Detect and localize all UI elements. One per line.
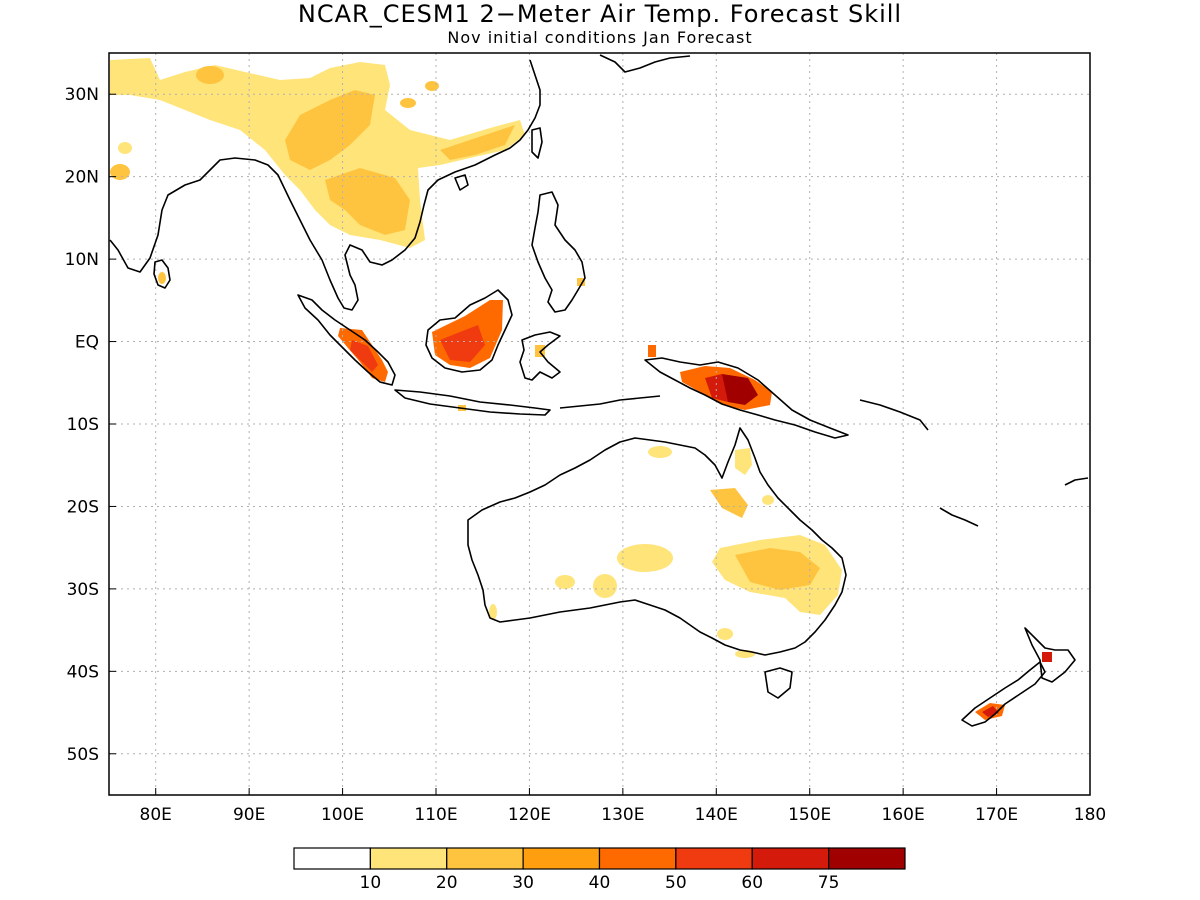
coastline-sulawesi [519,331,561,381]
skill-spot [762,495,774,505]
lat-tick-label: 30S [67,580,99,600]
colorbar-label: 60 [741,873,763,893]
colorbar-label: 75 [818,873,840,893]
coastline-sri-lanka [153,259,171,289]
coastline-lesser-sunda [559,395,661,409]
coastline-hainan [454,174,469,191]
colorbar-swatch [828,847,906,870]
skill-spot [110,164,130,180]
colorbar-swatch [598,847,677,870]
coastline-java [394,389,551,416]
colorbar-label: 20 [436,873,458,893]
skill-spot [555,575,575,589]
coastline-sumatra [297,294,396,386]
coastline-tasmania [764,667,793,699]
lon-tick-label: 80E [140,805,172,825]
skill-region-borneo-core [440,325,485,362]
coastline-asia [109,59,541,311]
coastline-philippines [531,191,586,313]
coastline-new-zealand-south [961,661,1046,727]
skill-region-north-queensland [735,448,752,475]
skill-spot [593,574,617,598]
skill-region-new-guinea-peak [720,374,758,405]
lat-tick-label: 50S [67,745,99,765]
skill-spot [400,98,416,108]
colorbar-swatch [446,847,524,870]
lat-tick-label: 10N [65,250,99,270]
lon-tick-label: 90E [233,805,265,825]
lon-tick-label: 170E [975,805,1018,825]
coastline-new-guinea [644,357,849,439]
lat-tick-label: 40S [67,662,99,682]
lon-tick-label: 160E [882,805,925,825]
map-title: NCAR_CESM1 2−Meter Air Temp. Forecast Sk… [297,0,903,28]
gridlines [109,53,1090,795]
skill-spot [158,272,166,284]
skill-region-new-guinea-mid [705,374,728,402]
map-frame [108,52,1091,796]
skill-spot [577,278,585,286]
colorbar: 10 20 30 40 50 60 75 [293,847,906,893]
skill-spot [648,446,672,458]
colorbar-label: 10 [360,873,382,893]
skill-spot [617,544,673,572]
lon-tick-label: 130E [601,805,644,825]
coastline-japan [599,54,691,73]
lat-tick-label: 30N [65,85,99,105]
lon-tick-label: 100E [321,805,364,825]
coastline-borneo [425,289,513,373]
coastline-australia [467,427,847,656]
colorbar-swatch [369,847,448,870]
colorbar-swatch [675,847,753,870]
skill-spot [1042,652,1052,662]
coastline-new-zealand-north [1024,627,1076,683]
coastlines [109,54,1089,727]
skill-region-east-australia-core [735,548,820,590]
skill-spot [118,142,132,154]
skill-region-indochina [325,168,410,235]
lon-tick-label: 110E [414,805,457,825]
skill-region-china-core [285,90,375,170]
colorbar-label: 40 [589,873,611,893]
lat-tick-label: 20S [67,497,99,517]
lon-tick-label: 140E [695,805,738,825]
skill-spot [717,628,733,640]
axis-ticks: 30N 20N 10N EQ 10S 20S 30S 40S 50S 80E 90E 100E 110E… [65,85,1107,825]
colorbar-swatch [522,847,601,870]
skill-spot [648,345,656,357]
colorbar-label: 50 [665,873,687,893]
colorbar-swatch [293,847,371,870]
lat-tick-label: EQ [75,333,99,353]
lat-tick-label: 20N [65,168,99,188]
skill-shading [110,58,1052,720]
lon-tick-label: 150E [788,805,831,825]
coastline-taiwan [531,127,543,159]
coastline-pacific-islands [859,399,929,431]
skill-spot [196,66,224,84]
map-subtitle: Nov initial conditions Jan Forecast [447,28,753,47]
lon-tick-label: 120E [508,805,551,825]
coastline-pacific-islands [939,507,979,527]
colorbar-swatch [751,847,830,870]
skill-spot [425,81,439,91]
skill-region-sumatra-core [350,340,378,372]
skill-region-qld-coast [710,488,748,518]
colorbar-label: 30 [512,873,534,893]
lon-tick-label: 180 [1074,805,1106,825]
coastline-pacific-islands [1064,477,1089,486]
skill-spot [489,604,497,620]
skill-region-south-china [440,125,515,160]
lat-tick-label: 10S [67,415,99,435]
